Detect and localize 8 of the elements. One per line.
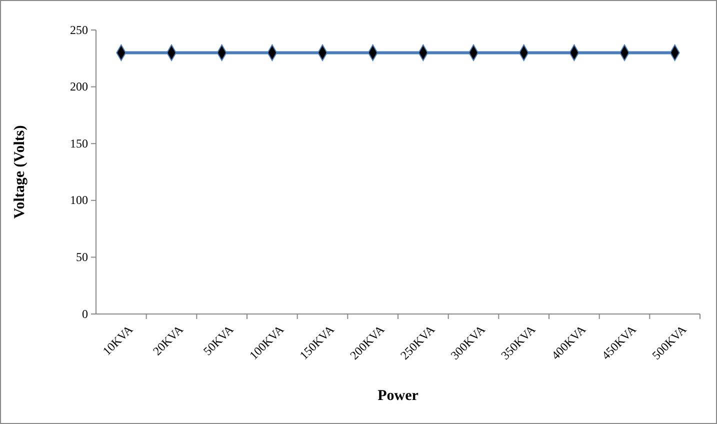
y-axis-title: Voltage (Volts)	[12, 125, 28, 219]
x-axis-title: Power	[378, 388, 419, 404]
y-tick-label: 150	[70, 136, 88, 150]
y-tick-label: 0	[82, 306, 88, 321]
y-tick-label: 200	[70, 80, 88, 94]
y-tick-label: 100	[70, 193, 88, 208]
y-tick-label: 250	[70, 22, 88, 37]
y-tick-label: 50	[76, 250, 88, 264]
